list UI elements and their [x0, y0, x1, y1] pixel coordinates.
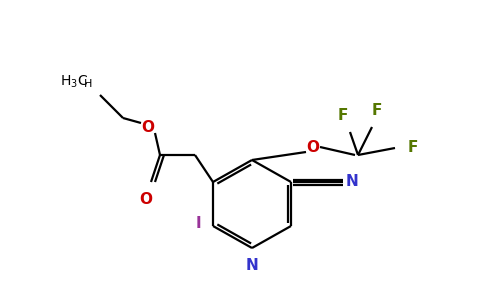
Text: O: O	[306, 140, 319, 154]
Text: $\mathregular{H_3C}$: $\mathregular{H_3C}$	[60, 74, 88, 90]
Text: O: O	[141, 121, 154, 136]
Text: N: N	[245, 258, 258, 273]
Text: H: H	[84, 79, 92, 89]
Text: O: O	[139, 192, 152, 207]
Text: N: N	[346, 175, 359, 190]
Text: I: I	[196, 217, 201, 232]
Text: F: F	[338, 108, 348, 123]
Text: F: F	[372, 103, 382, 118]
Text: F: F	[408, 140, 418, 155]
